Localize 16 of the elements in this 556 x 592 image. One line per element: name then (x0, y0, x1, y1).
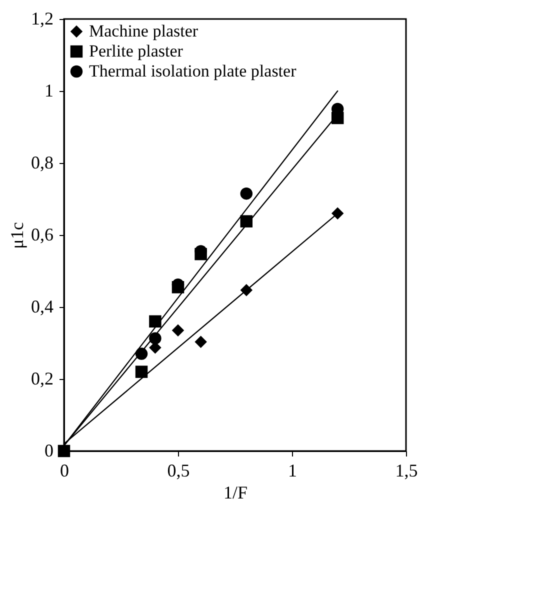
legend-label: Thermal isolation plate plaster (89, 62, 297, 80)
y-tick-label: 0,2 (31, 368, 54, 388)
x-axis-title: 1/F (223, 482, 248, 502)
x-tick-label: 1 (288, 460, 297, 480)
y-tick-label: 0,4 (31, 296, 54, 316)
legend-label: Perlite plaster (89, 42, 184, 60)
y-tick-label: 0,6 (31, 224, 54, 244)
y-tick-label: 0,8 (31, 152, 54, 172)
y-tick-label: 1 (44, 80, 54, 100)
legend-label: Machine plaster (89, 22, 198, 40)
y-tick-label: 1,2 (31, 8, 54, 28)
y-tick-label: 0 (44, 440, 54, 460)
x-tick-label: 0,5 (167, 460, 190, 480)
x-tick-label: 0 (60, 460, 69, 480)
x-tick-label: 1,5 (395, 460, 418, 480)
y-axis-title: μ1c (7, 222, 27, 249)
